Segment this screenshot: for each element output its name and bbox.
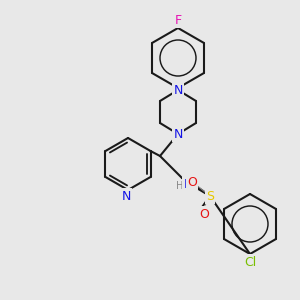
Text: S: S	[206, 190, 214, 202]
Text: N: N	[183, 178, 193, 190]
Text: O: O	[187, 176, 197, 188]
Text: Cl: Cl	[244, 256, 256, 268]
Text: N: N	[173, 128, 183, 140]
Text: N: N	[173, 83, 183, 97]
Text: F: F	[174, 14, 182, 26]
Text: N: N	[121, 190, 131, 202]
Text: O: O	[199, 208, 209, 220]
Text: H: H	[176, 181, 184, 191]
